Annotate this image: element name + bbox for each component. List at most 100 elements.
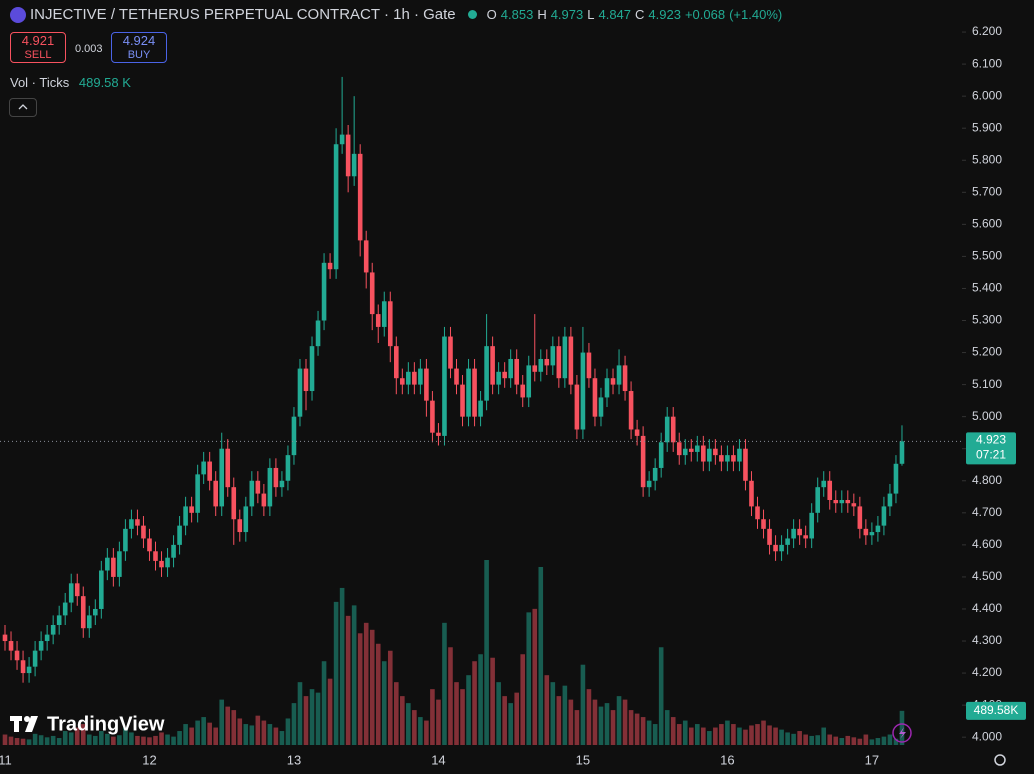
- candle-body: [532, 365, 538, 372]
- volume-bar: [412, 710, 417, 745]
- volume-bar: [8, 736, 14, 745]
- candle-body: [321, 262, 327, 321]
- candle-body: [351, 153, 357, 177]
- volume-bar: [291, 703, 297, 745]
- volume-tag-value: 489.58K: [974, 703, 1019, 717]
- candle-body: [478, 400, 483, 417]
- volume-bar: [899, 710, 905, 745]
- volume-bar: [261, 720, 267, 745]
- y-tick-label: 5.800: [972, 152, 1002, 166]
- candle-body: [93, 608, 98, 616]
- volume-bar: [749, 725, 754, 745]
- candle-body: [231, 487, 237, 520]
- candle-body: [412, 371, 417, 385]
- volume-bar: [387, 650, 393, 745]
- h-label: H: [537, 7, 547, 22]
- candle-body: [797, 528, 802, 536]
- volume-bar: [761, 720, 766, 745]
- volume-bar: [869, 739, 875, 745]
- volume-bar: [532, 608, 538, 745]
- volume-bar: [62, 731, 68, 745]
- sell-price: 4.921: [21, 33, 55, 48]
- candle-body: [357, 153, 363, 241]
- buy-button[interactable]: 4.924 BUY: [111, 32, 167, 63]
- x-tick-label: 17: [865, 752, 879, 767]
- volume-bar: [394, 682, 399, 745]
- candle-body: [809, 512, 814, 539]
- candle-body: [556, 346, 562, 379]
- volume-bar: [833, 736, 839, 745]
- settings-icon[interactable]: [994, 754, 1006, 766]
- y-tick-label: 4.200: [972, 665, 1002, 679]
- candle-body: [442, 336, 447, 436]
- volume-bar: [219, 699, 225, 745]
- candle-body: [749, 480, 754, 507]
- volume-bar: [111, 736, 116, 745]
- candle-body: [658, 442, 664, 468]
- o-value: 4.853: [500, 7, 534, 22]
- volume-bar: [123, 727, 128, 745]
- y-tick-label: 4.800: [972, 473, 1002, 487]
- volume-bar: [183, 724, 188, 745]
- volume-bar: [731, 724, 736, 745]
- o-label: O: [486, 7, 497, 22]
- candle-body: [707, 448, 712, 462]
- volume-bar: [363, 622, 369, 745]
- volume-bar: [159, 732, 164, 745]
- y-tick-label: 5.200: [972, 345, 1002, 359]
- volume-bar: [646, 720, 652, 745]
- candle-body: [436, 432, 441, 436]
- collapse-button[interactable]: [9, 98, 37, 117]
- volume-bar: [544, 675, 550, 745]
- volume-bar: [351, 605, 357, 745]
- sell-button[interactable]: 4.921 SELL: [10, 32, 66, 63]
- volume-bar: [839, 738, 845, 745]
- candle-body: [586, 352, 592, 379]
- volume-bar: [50, 735, 56, 745]
- volume-bar: [743, 729, 748, 745]
- volume-bar: [68, 732, 74, 745]
- candle-body: [779, 544, 784, 552]
- candle-body: [803, 535, 808, 539]
- candle-body: [375, 314, 381, 327]
- volume-bar: [622, 699, 628, 745]
- volume-bar: [357, 633, 363, 745]
- candle-body: [111, 557, 116, 577]
- candle-body: [508, 358, 513, 379]
- candle-body: [737, 448, 742, 462]
- candle-body: [466, 368, 471, 417]
- volume-bar: [315, 692, 321, 745]
- volume-bar: [550, 682, 556, 745]
- volume-bar: [406, 703, 411, 745]
- volume-bar: [207, 722, 212, 745]
- candle-body: [761, 519, 766, 529]
- lightning-icon[interactable]: [892, 723, 912, 743]
- candle-body: [526, 365, 532, 398]
- volume-legend: Vol · Ticks 489.58 K: [10, 75, 131, 90]
- candle-body: [195, 474, 200, 513]
- volume-bar: [345, 615, 351, 745]
- volume-bar: [333, 601, 339, 745]
- x-tick-label: 11: [0, 752, 12, 767]
- candle-body: [44, 634, 50, 642]
- candle-body: [544, 358, 550, 366]
- candle-body: [628, 391, 634, 430]
- candle-body: [327, 262, 333, 270]
- y-tick-label: 4.000: [972, 729, 1002, 743]
- candle-body: [261, 493, 267, 507]
- volume-bar: [508, 703, 513, 745]
- volume-bar: [815, 735, 820, 745]
- volume-bar: [851, 737, 857, 745]
- candle-body: [484, 346, 489, 401]
- y-tick-label: 4.400: [972, 601, 1002, 615]
- volume-title: Vol · Ticks: [10, 75, 70, 90]
- volume-bar: [129, 732, 134, 745]
- status-dot: [467, 10, 477, 19]
- volume-bar: [141, 736, 146, 745]
- volume-bar: [297, 682, 303, 745]
- brand: TradingView: [47, 713, 165, 735]
- volume-bar: [478, 654, 483, 745]
- volume-bar: [171, 736, 176, 745]
- volume-bar: [117, 735, 122, 745]
